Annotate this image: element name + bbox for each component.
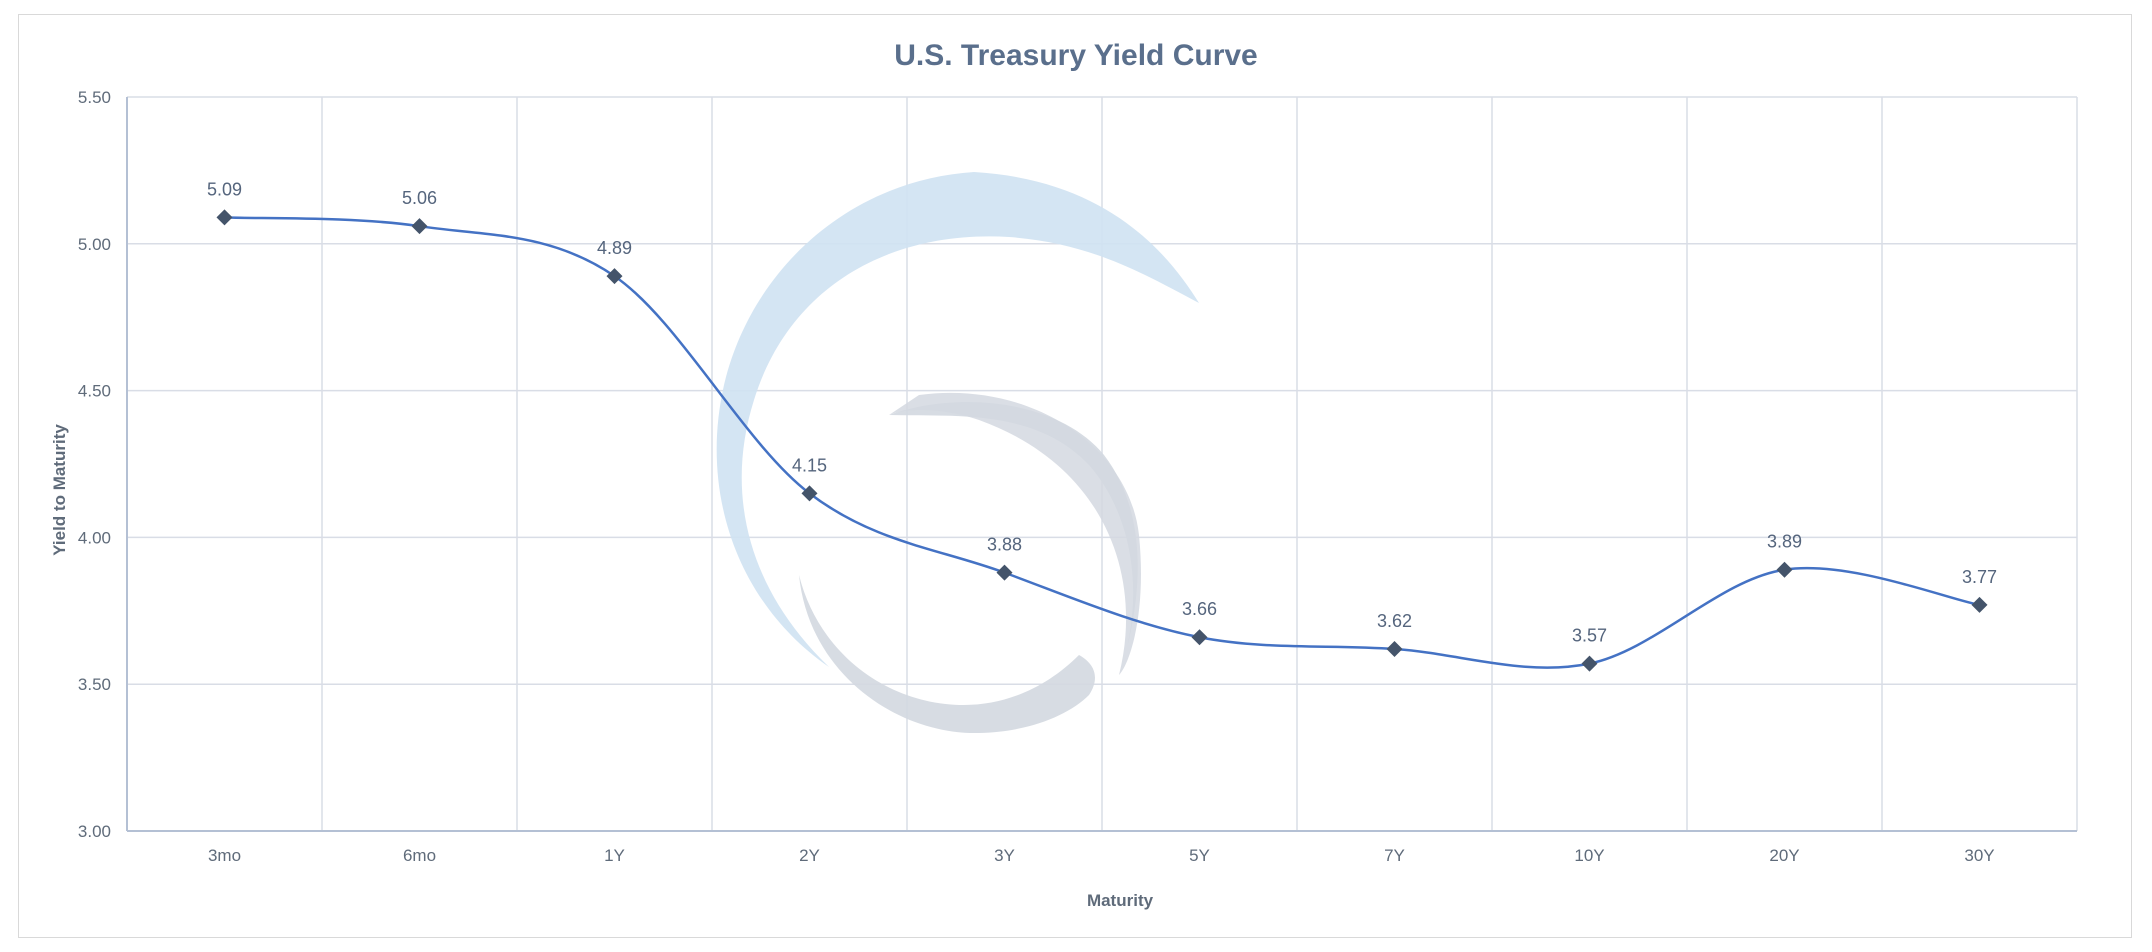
data-label: 3.62: [1377, 611, 1412, 631]
data-marker: [1776, 561, 1793, 578]
data-labels: 5.09 5.06 4.89 4.15 3.88 3.66 3.62 3.57 3.89 3.77: [207, 179, 1997, 645]
data-markers: [216, 209, 1988, 672]
chart-frame: U.S. Treasury Yield Curve 3.00 3.50 4.00 4.…: [18, 14, 2132, 938]
x-tick-label: 30Y: [1964, 846, 1994, 865]
data-label: 3.88: [987, 535, 1022, 555]
series-line: [224, 216, 1980, 669]
y-tick-label: 3.00: [78, 822, 111, 841]
data-marker: [411, 218, 428, 235]
x-tick-label: 7Y: [1384, 846, 1405, 865]
x-tick-label: 3mo: [208, 846, 241, 865]
data-label: 3.66: [1182, 599, 1217, 619]
axes: [126, 97, 2077, 832]
x-tick-label: 2Y: [799, 846, 820, 865]
y-tick-label: 4.00: [78, 528, 111, 547]
data-marker: [1971, 596, 1988, 613]
data-label: 3.77: [1962, 567, 1997, 587]
y-tick-label: 4.50: [78, 382, 111, 401]
x-tick-label: 5Y: [1189, 846, 1210, 865]
data-marker: [1386, 640, 1403, 657]
data-marker: [801, 485, 818, 502]
yield-curve-chart: U.S. Treasury Yield Curve 3.00 3.50 4.00 4.…: [50, 39, 2078, 910]
data-label: 5.06: [402, 188, 437, 208]
data-marker: [606, 268, 623, 285]
data-label: 4.15: [792, 455, 827, 475]
data-label: 5.09: [207, 179, 242, 199]
data-label: 3.89: [1767, 532, 1802, 552]
data-marker: [216, 209, 233, 226]
x-tick-label: 20Y: [1769, 846, 1799, 865]
y-axis-title: Yield to Maturity: [50, 424, 69, 556]
data-marker: [996, 564, 1013, 581]
y-tick-label: 5.50: [78, 88, 111, 107]
y-axis-ticks: 3.00 3.50 4.00 4.50 5.00 5.50: [78, 88, 111, 841]
data-marker: [1191, 629, 1208, 646]
data-label: 3.57: [1572, 626, 1607, 646]
x-tick-label: 3Y: [994, 846, 1015, 865]
y-tick-label: 3.50: [78, 675, 111, 694]
chart-title: U.S. Treasury Yield Curve: [894, 39, 1258, 72]
data-label: 4.89: [597, 238, 632, 258]
data-marker: [1581, 655, 1598, 672]
x-axis-ticks: 3mo 6mo 1Y 2Y 3Y 5Y 7Y 10Y 20Y 30Y: [208, 846, 1995, 865]
logo-swirl-icon: [716, 172, 1199, 734]
x-tick-label: 1Y: [604, 846, 625, 865]
x-tick-label: 6mo: [403, 846, 436, 865]
y-tick-label: 5.00: [78, 235, 111, 254]
x-axis-title: Maturity: [1087, 891, 1154, 910]
x-tick-label: 10Y: [1574, 846, 1604, 865]
